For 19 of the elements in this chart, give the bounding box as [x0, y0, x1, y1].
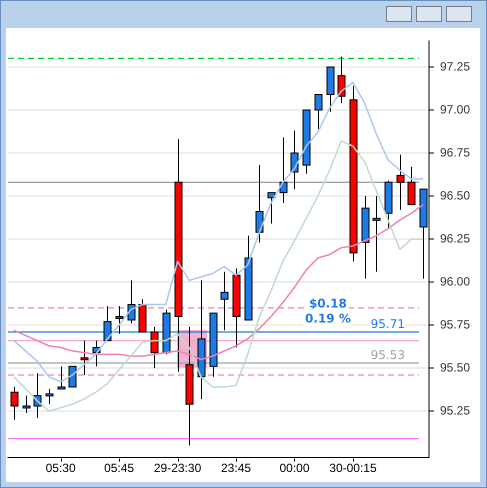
x-tick-label: 23:45	[221, 461, 252, 476]
x-tick-label: 05:45	[104, 461, 134, 476]
annotation: 0.19 %	[305, 312, 351, 326]
ref-line-label: 95.71	[370, 317, 406, 332]
y-tick-label: 96.00	[440, 274, 470, 288]
y-tick-label: 95.75	[440, 317, 470, 332]
y-tick-label: 96.50	[440, 188, 470, 202]
ref-line-label: 95.53	[370, 348, 406, 362]
y-tick-label: 96.75	[440, 145, 470, 160]
x-tick-label: 29-23:30	[154, 461, 202, 476]
y-tick-label: 95.25	[440, 403, 470, 418]
x-tick-label: 30-00:15	[329, 461, 377, 476]
y-tick-label: 96.25	[440, 231, 470, 246]
x-tick-label: 00:00	[279, 461, 310, 476]
y-tick-label: 95.50	[440, 360, 470, 374]
y-tick-label: 97.25	[440, 59, 470, 74]
y-tick-label: 97.00	[440, 102, 470, 116]
annotation: $0.18	[308, 296, 347, 311]
x-tick-label: 05:30	[46, 461, 76, 476]
